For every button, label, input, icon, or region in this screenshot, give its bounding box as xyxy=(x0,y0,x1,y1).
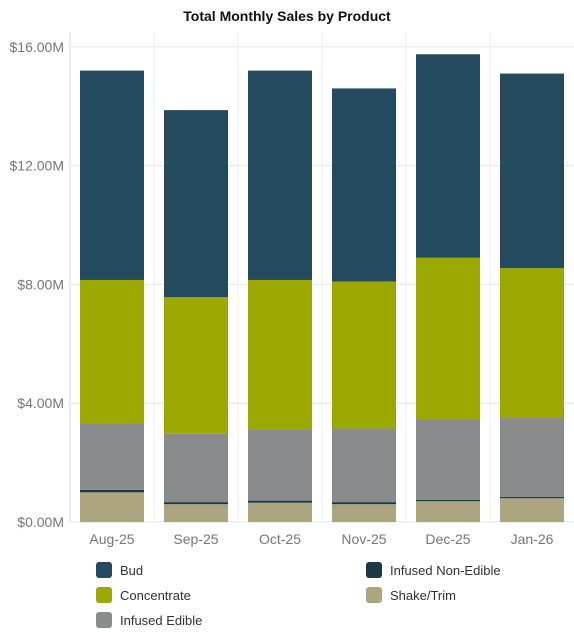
legend-item-concentrate[interactable]: Concentrate xyxy=(96,587,191,603)
bar-infused-edible-sep-25 xyxy=(164,433,228,503)
x-tick-label: Dec-25 xyxy=(425,531,470,547)
legend-label-shake-trim: Shake/Trim xyxy=(390,587,456,603)
y-tick-label: $4.00M xyxy=(17,395,64,411)
y-tick-label: $8.00M xyxy=(17,276,64,292)
y-tick-label: $12.00M xyxy=(10,158,64,174)
bar-infused-non-edible-nov-25 xyxy=(332,502,396,505)
bar-infused-edible-nov-25 xyxy=(332,428,396,503)
bar-bud-sep-25 xyxy=(164,110,228,298)
x-tick-label: Oct-25 xyxy=(259,531,301,547)
bar-shake-trim-jan-26 xyxy=(500,498,564,522)
bar-shake-trim-aug-25 xyxy=(80,492,144,522)
bar-infused-non-edible-sep-25 xyxy=(164,502,228,505)
bar-shake-trim-sep-25 xyxy=(164,504,228,522)
x-tick-label: Sep-25 xyxy=(173,531,218,547)
legend-swatch-concentrate xyxy=(96,587,112,603)
legend-item-infused-edible[interactable]: Infused Edible xyxy=(96,612,202,628)
bar-bud-aug-25 xyxy=(80,70,144,280)
bar-shake-trim-oct-25 xyxy=(248,502,312,522)
y-tick-label: $16.00M xyxy=(10,39,64,55)
bar-bud-dec-25 xyxy=(416,54,480,258)
x-tick-label: Jan-26 xyxy=(511,531,554,547)
legend-label-concentrate: Concentrate xyxy=(120,587,191,603)
legend-label-bud: Bud xyxy=(120,562,144,578)
bar-concentrate-jan-26 xyxy=(500,268,564,419)
bar-bud-oct-25 xyxy=(248,70,312,280)
legend-swatch-infused-non-edible xyxy=(366,562,382,578)
bar-concentrate-sep-25 xyxy=(164,297,228,434)
bar-shake-trim-dec-25 xyxy=(416,501,480,522)
x-tick-label: Aug-25 xyxy=(89,531,134,547)
chart-title: Total Monthly Sales by Product xyxy=(183,8,391,24)
bar-infused-non-edible-jan-26 xyxy=(500,496,564,499)
bar-infused-edible-jan-26 xyxy=(500,418,564,497)
legend-item-shake-trim[interactable]: Shake/Trim xyxy=(366,587,456,603)
legend-swatch-infused-edible xyxy=(96,612,112,628)
bar-infused-non-edible-aug-25 xyxy=(80,489,144,493)
bar-concentrate-nov-25 xyxy=(332,281,396,429)
legend-label-infused-non-edible: Infused Non-Edible xyxy=(390,562,501,578)
legend-item-bud[interactable]: Bud xyxy=(96,562,143,578)
y-tick-label: $0.00M xyxy=(17,514,64,530)
bar-infused-non-edible-dec-25 xyxy=(416,499,480,502)
bar-concentrate-dec-25 xyxy=(416,257,480,420)
legend-label-infused-edible: Infused Edible xyxy=(120,612,203,628)
legend-item-infused-non-edible[interactable]: Infused Non-Edible xyxy=(366,562,501,578)
bar-infused-edible-dec-25 xyxy=(416,419,480,500)
bar-infused-edible-aug-25 xyxy=(80,423,144,490)
legend-swatch-bud xyxy=(96,562,112,578)
x-tick-label: Nov-25 xyxy=(341,531,386,547)
bar-shake-trim-nov-25 xyxy=(332,504,396,522)
bar-concentrate-oct-25 xyxy=(248,279,312,430)
bar-infused-non-edible-oct-25 xyxy=(248,500,312,503)
bar-concentrate-aug-25 xyxy=(80,279,144,424)
bar-bud-nov-25 xyxy=(332,88,396,282)
legend-swatch-shake-trim xyxy=(366,587,382,603)
bar-infused-edible-oct-25 xyxy=(248,429,312,501)
bar-bud-jan-26 xyxy=(500,73,564,269)
